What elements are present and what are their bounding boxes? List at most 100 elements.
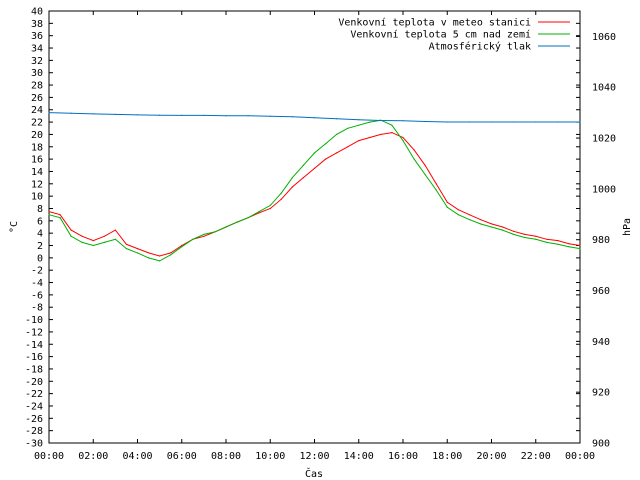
series-2-point: [336, 133, 338, 135]
y2-tick-label: 960: [592, 286, 610, 297]
x-tick-label: 16:00: [388, 451, 418, 462]
series-lines: [48, 112, 581, 262]
y-tick-label: 16: [31, 155, 43, 166]
series-1-point: [369, 136, 371, 139]
series-2-point: [192, 238, 194, 240]
y2-tick-label: 900: [592, 439, 610, 450]
y-tick-label: 30: [31, 68, 43, 79]
series-3-point: [181, 114, 183, 116]
y-tick-label: -20: [25, 377, 43, 388]
series-2-point: [269, 204, 271, 206]
series-2-point: [236, 221, 238, 223]
series-3-point: [380, 119, 382, 122]
series-2-point: [302, 164, 304, 166]
series-2-point: [557, 243, 559, 245]
y-tick-label: 0: [37, 253, 43, 264]
legend-label: Venkovní teplota v meteo stanici: [338, 17, 531, 29]
y-tick-label: 22: [31, 118, 43, 129]
series-1-point: [468, 214, 470, 216]
series-2-point: [358, 124, 360, 126]
series-1-point: [568, 243, 570, 245]
series-3-point: [490, 121, 493, 123]
y2-tick-label: 980: [592, 235, 610, 246]
y-tick-label: -16: [25, 352, 43, 363]
x-tick-label: 06:00: [167, 451, 197, 462]
series-3-point: [247, 115, 249, 117]
series-1-point: [203, 235, 205, 237]
series-1-point: [502, 226, 504, 228]
series-1-point: [181, 244, 183, 247]
y-tick-label: 14: [31, 167, 43, 178]
series-1-point: [81, 235, 83, 237]
x-tick-label: 00:00: [565, 451, 595, 462]
y-tick-label: 18: [31, 142, 43, 153]
series-3-point: [225, 115, 227, 117]
series-1-point: [269, 207, 271, 210]
series-3-point: [513, 121, 515, 123]
x-tick-label: 12:00: [299, 451, 329, 462]
series-2-point: [446, 206, 448, 208]
series-3-point: [313, 117, 316, 119]
series-1-point: [446, 201, 448, 203]
series-1-point: [148, 252, 150, 254]
legend-label: Atmosférický tlak: [429, 41, 531, 53]
series-2-point: [247, 217, 249, 219]
y-tick-label: -24: [25, 401, 43, 412]
series-2-point: [280, 192, 282, 194]
series-1-point: [114, 229, 116, 231]
y-tick-label: -6: [31, 290, 43, 301]
y-tick-label: -28: [25, 426, 43, 437]
y-tick-label: 8: [37, 204, 43, 215]
series-3-point: [358, 119, 360, 121]
y-tick-label: -10: [25, 315, 43, 326]
y-tick-label: 20: [31, 130, 43, 141]
series-1-point: [302, 177, 304, 179]
y-tick-label: 12: [31, 179, 43, 190]
y-tick-label: -12: [25, 327, 43, 338]
series-3-point: [48, 112, 50, 114]
series-1-point: [413, 149, 415, 151]
series-3-point: [557, 121, 559, 123]
series-3-point: [291, 116, 293, 118]
y-tick-label: 6: [37, 216, 43, 227]
series-3-point: [203, 114, 205, 116]
series-1-point: [546, 238, 548, 240]
series-1-point: [557, 240, 559, 242]
y-tick-label: 28: [31, 81, 43, 92]
series-2-point: [203, 233, 205, 235]
series-1-point: [347, 146, 349, 148]
series-2-point: [347, 127, 349, 129]
series-1-point: [159, 255, 161, 257]
x-tick-label: 20:00: [476, 451, 506, 462]
series-2-point: [424, 173, 426, 176]
y2-tick-label: 940: [592, 337, 610, 348]
y2-tick-label: 1000: [592, 184, 616, 195]
series-line-1: [48, 132, 581, 257]
series-2-point: [413, 158, 415, 160]
series-2-point: [579, 248, 581, 250]
series-3-point: [159, 114, 161, 116]
series-1-point: [258, 212, 260, 214]
series-2-point: [435, 189, 437, 191]
series-2-point: [468, 219, 470, 221]
series-3-point: [402, 120, 404, 122]
series-2-point: [114, 238, 116, 240]
x-tick-label: 00:00: [34, 451, 64, 462]
series-2-point: [214, 231, 216, 233]
series-1-point: [170, 252, 172, 254]
series-2-point: [479, 223, 481, 225]
x-tick-label: 10:00: [255, 451, 285, 462]
y2-axis-title: hPa: [622, 218, 633, 236]
series-1-point: [48, 211, 50, 213]
series-2-point: [159, 260, 161, 262]
series-1-point: [579, 244, 581, 247]
series-2-point: [136, 252, 139, 254]
x-tick-label: 22:00: [521, 451, 551, 462]
series-2-point: [402, 140, 404, 142]
series-2-point: [125, 248, 127, 250]
y-tick-label: 38: [31, 19, 43, 30]
series-2-point: [457, 214, 459, 216]
series-1-point: [358, 140, 360, 142]
left-axis: 4038363432302826242220181614121086420-2-…: [25, 7, 580, 450]
